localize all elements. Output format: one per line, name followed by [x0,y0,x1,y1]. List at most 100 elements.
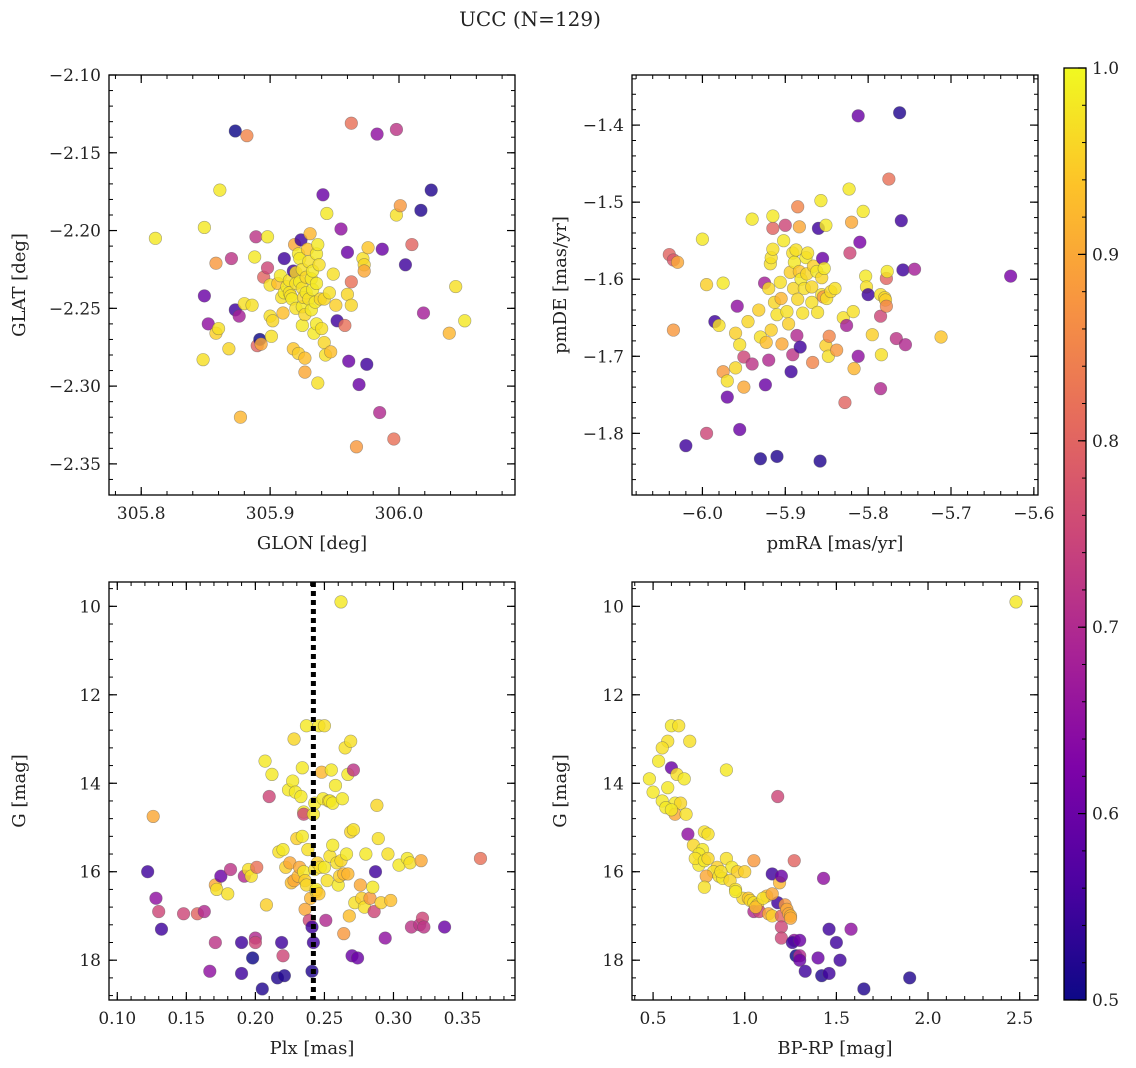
point [880,264,894,279]
points-glon-glat [148,116,472,454]
point [275,935,289,950]
y-tick-label: −1.7 [583,347,624,367]
point [728,885,743,899]
point [893,106,907,120]
point [777,234,791,248]
x-tick-label: 0.10 [98,1009,136,1029]
point [258,754,272,768]
colorbar-tick-label: 0.8 [1092,432,1119,452]
point [728,361,743,375]
point [907,262,922,276]
point [766,209,780,223]
point [838,395,852,410]
point [353,878,367,892]
point [805,295,819,309]
point [843,246,857,260]
y-tick-label: −2.35 [49,455,101,475]
point [197,220,211,235]
point [359,847,373,861]
point [196,353,210,367]
x-tick-label: 2.5 [1006,1009,1033,1029]
point [326,267,340,281]
point [344,275,358,289]
point [209,256,223,270]
point [853,235,867,249]
point [214,869,228,883]
point [149,891,163,905]
point [276,949,290,963]
point [403,856,417,870]
point [873,309,888,323]
point [861,288,875,302]
y-tick-label: 14 [602,774,624,794]
point [879,299,893,313]
point [210,882,224,897]
point [208,935,222,950]
y-tick-label: −1.6 [583,270,624,290]
x-tick-label: −5.7 [930,504,971,524]
x-tick-label: −5.6 [1013,504,1054,524]
point [851,349,865,363]
points-pmra-pmde [662,106,1018,468]
point [260,230,275,244]
point [806,355,820,370]
point [770,449,784,464]
point [363,891,377,905]
point [793,340,807,354]
point [679,807,693,821]
point [322,286,337,300]
point [784,365,798,379]
y-tick-label: −2.15 [49,144,101,164]
point [360,357,374,371]
point [346,823,361,837]
x-tick-label: 0.35 [444,1009,482,1029]
x-tick-label: 306.0 [375,504,424,524]
point [783,911,798,925]
point [249,230,263,244]
point [934,330,948,344]
point [695,232,710,246]
point [642,772,657,786]
point [222,342,236,356]
x-tick-label: 2.0 [914,1009,941,1029]
x-axis-label: Plx [mas] [270,1038,355,1059]
point [774,291,788,306]
point [873,382,888,396]
y-tick-label: −2.30 [49,377,101,397]
point [822,922,836,936]
point [265,767,279,782]
point [762,281,776,296]
point [361,241,375,255]
point [780,304,794,319]
point [224,251,239,266]
point [342,354,356,368]
point [255,982,269,996]
point [387,432,401,446]
point [211,321,226,336]
point [817,261,831,276]
point [262,789,276,804]
point [384,893,398,908]
point [701,827,715,841]
point [337,927,351,941]
point [203,964,217,978]
point [655,741,669,755]
point [792,220,806,234]
point [221,887,235,901]
point [882,172,896,186]
point [276,843,290,857]
point [737,380,751,394]
point [228,124,242,138]
panel-pmra-pmde: −6.0 −5.9 −5.8 −5.7 −5.6 −1.4 −1.5 −1.6 −1.7 −1.8… [550,74,1054,554]
point [730,299,744,313]
point [697,880,712,894]
x-tick-label: −5.9 [765,504,806,524]
point [405,237,419,252]
point [790,328,804,343]
y-tick-label: −1.5 [583,193,624,213]
point [370,798,384,812]
point [277,251,291,266]
point [197,289,211,303]
point [822,966,836,981]
